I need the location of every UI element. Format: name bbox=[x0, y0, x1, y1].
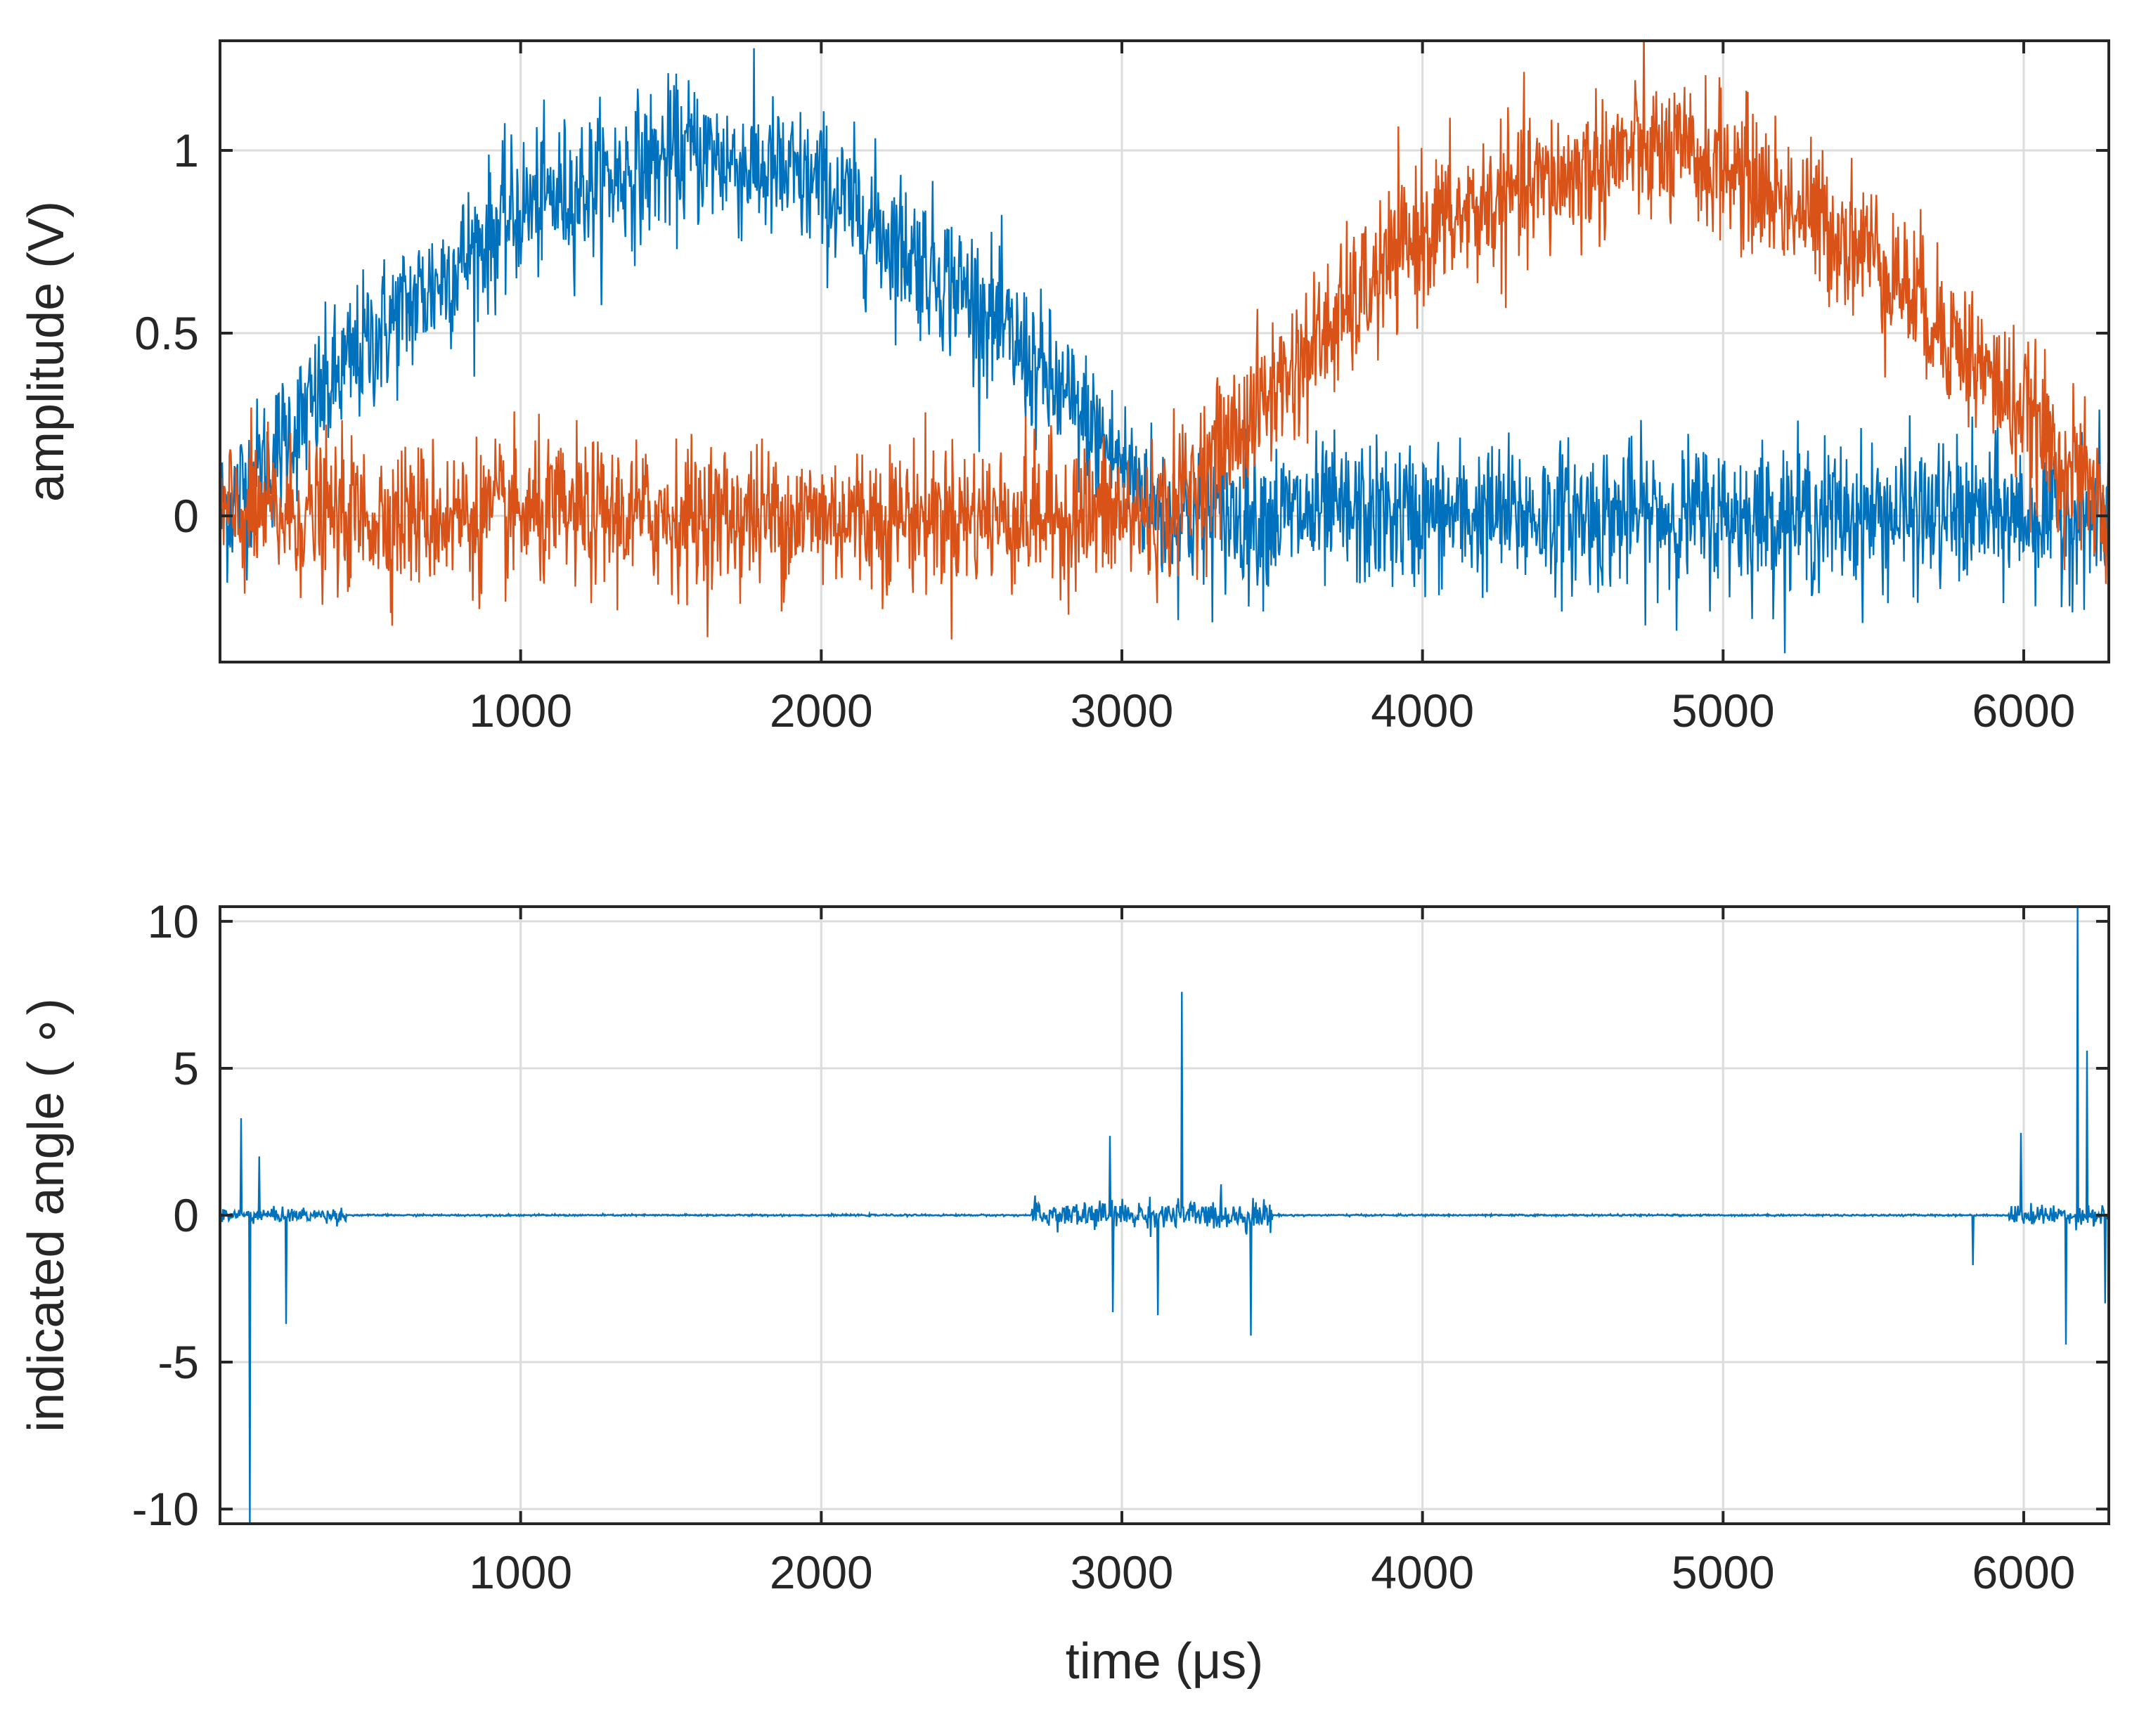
angle-series bbox=[220, 907, 2109, 1524]
x-tick-label: 3000 bbox=[1071, 1546, 1174, 1598]
x-tick-label: 3000 bbox=[1071, 685, 1174, 737]
x-tick-label: 4000 bbox=[1371, 1546, 1474, 1598]
y-tick-label: 10 bbox=[148, 895, 199, 947]
y-tick-label: 0 bbox=[173, 1189, 199, 1241]
x-tick-label: 6000 bbox=[1972, 1546, 2076, 1598]
amplitude-panel: 1000 2000 3000 4000 5000 6000 0 0.5 1 amplitude … bbox=[18, 39, 2110, 737]
y-tick-label: 1 bbox=[173, 124, 199, 176]
x-tick-label: 5000 bbox=[1672, 1546, 1775, 1598]
angle-ticks: 1000 2000 3000 4000 5000 6000 -10 -5 0 5 10 bbox=[132, 895, 2109, 1598]
y-tick-label: 0.5 bbox=[134, 307, 199, 359]
x-tick-label: 4000 bbox=[1371, 685, 1474, 737]
series-line-2 bbox=[220, 41, 2109, 640]
amplitude-y-axis-label: amplitude (V) bbox=[18, 201, 75, 502]
x-tick-label: 2000 bbox=[770, 1546, 873, 1598]
x-tick-label: 1000 bbox=[469, 685, 572, 737]
x-tick-label: 2000 bbox=[770, 685, 873, 737]
amplitude-series bbox=[220, 41, 2109, 654]
angle-y-axis-label: indicated angle ( ∘) bbox=[18, 998, 75, 1432]
series-line-1 bbox=[220, 907, 2109, 1524]
x-tick-label: 5000 bbox=[1672, 685, 1775, 737]
x-tick-label: 6000 bbox=[1972, 685, 2076, 737]
amplitude-axes-box bbox=[219, 39, 2110, 663]
angle-panel: 1000 2000 3000 4000 5000 6000 -10 -5 0 5 10 indica… bbox=[18, 895, 2110, 1690]
series-line-1 bbox=[220, 48, 2109, 654]
y-tick-label: 5 bbox=[173, 1042, 199, 1094]
y-tick-label: 0 bbox=[173, 490, 199, 542]
y-tick-label: -5 bbox=[157, 1336, 199, 1388]
amplitude-ticks: 1000 2000 3000 4000 5000 6000 0 0.5 1 bbox=[134, 41, 2109, 737]
x-tick-label: 1000 bbox=[469, 1546, 572, 1598]
time-x-axis-label: time (μs) bbox=[1066, 1633, 1263, 1690]
y-tick-label: -10 bbox=[132, 1483, 199, 1535]
